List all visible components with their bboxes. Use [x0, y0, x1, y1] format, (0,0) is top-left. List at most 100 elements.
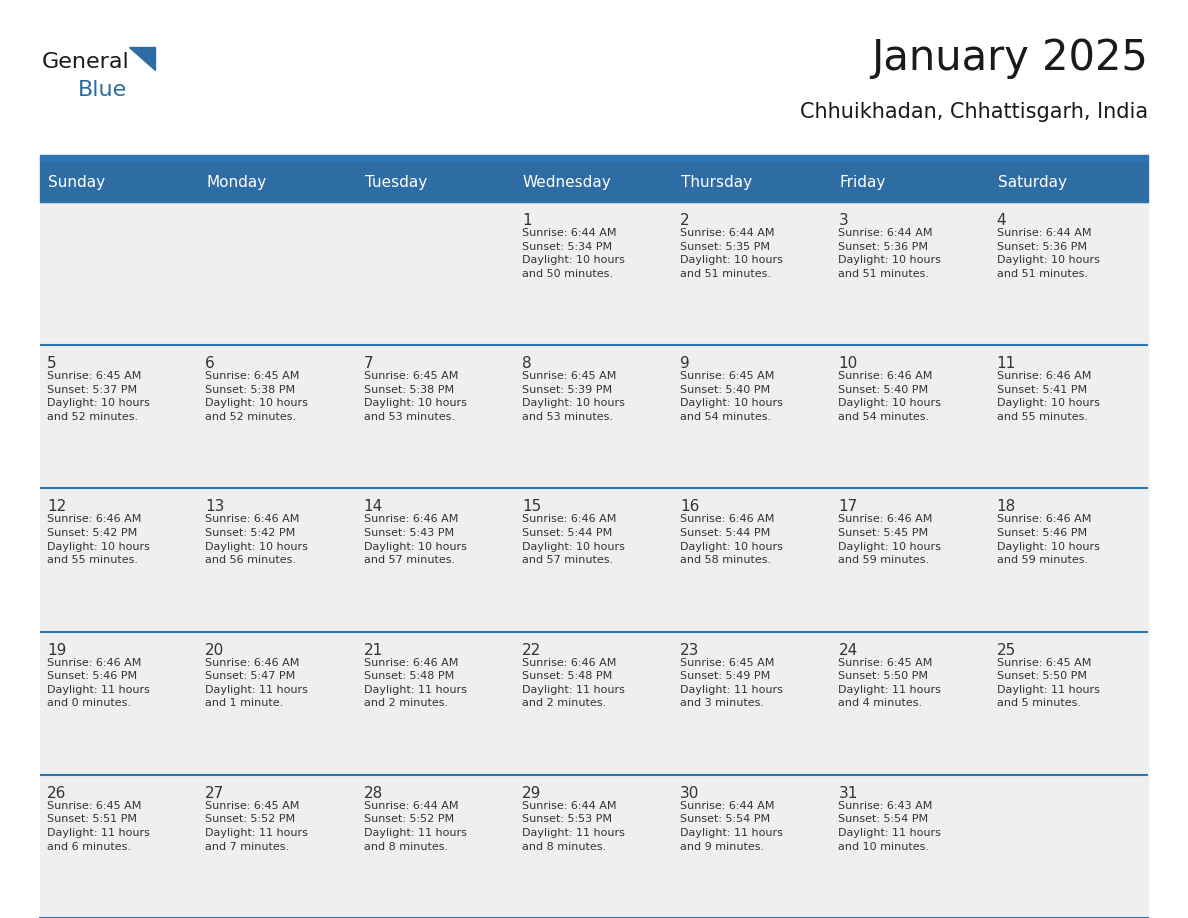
Text: Sunrise: 6:46 AM
Sunset: 5:40 PM
Daylight: 10 hours
and 54 minutes.: Sunrise: 6:46 AM Sunset: 5:40 PM Dayligh…	[839, 371, 941, 422]
Text: 31: 31	[839, 786, 858, 800]
Text: Sunrise: 6:45 AM
Sunset: 5:49 PM
Daylight: 11 hours
and 3 minutes.: Sunrise: 6:45 AM Sunset: 5:49 PM Dayligh…	[681, 657, 783, 709]
Text: 11: 11	[997, 356, 1016, 371]
Text: 17: 17	[839, 499, 858, 514]
Text: 1: 1	[522, 213, 531, 228]
Bar	[990, 775, 1148, 918]
Text: 6: 6	[206, 356, 215, 371]
Text: 21: 21	[364, 643, 383, 657]
Text: 25: 25	[997, 643, 1016, 657]
Text: 22: 22	[522, 643, 541, 657]
Text: Sunrise: 6:44 AM
Sunset: 5:34 PM
Daylight: 10 hours
and 50 minutes.: Sunrise: 6:44 AM Sunset: 5:34 PM Dayligh…	[522, 228, 625, 279]
Bar	[832, 202, 990, 345]
Text: Sunrise: 6:46 AM
Sunset: 5:47 PM
Daylight: 11 hours
and 1 minute.: Sunrise: 6:46 AM Sunset: 5:47 PM Dayligh…	[206, 657, 308, 709]
Bar	[356, 775, 514, 918]
Bar	[198, 202, 356, 345]
Text: Blue: Blue	[78, 80, 127, 100]
Text: Sunrise: 6:46 AM
Sunset: 5:45 PM
Daylight: 10 hours
and 59 minutes.: Sunrise: 6:46 AM Sunset: 5:45 PM Dayligh…	[839, 514, 941, 565]
Text: Sunrise: 6:43 AM
Sunset: 5:54 PM
Daylight: 11 hours
and 10 minutes.: Sunrise: 6:43 AM Sunset: 5:54 PM Dayligh…	[839, 800, 941, 852]
Text: 5: 5	[48, 356, 57, 371]
Bar	[514, 632, 674, 775]
Bar	[990, 345, 1148, 488]
Bar	[832, 632, 990, 775]
Bar	[40, 775, 198, 918]
Text: Sunrise: 6:45 AM
Sunset: 5:50 PM
Daylight: 11 hours
and 4 minutes.: Sunrise: 6:45 AM Sunset: 5:50 PM Dayligh…	[839, 657, 941, 709]
Text: 12: 12	[48, 499, 67, 514]
Text: Sunrise: 6:44 AM
Sunset: 5:52 PM
Daylight: 11 hours
and 8 minutes.: Sunrise: 6:44 AM Sunset: 5:52 PM Dayligh…	[364, 800, 467, 852]
Text: Sunrise: 6:45 AM
Sunset: 5:52 PM
Daylight: 11 hours
and 7 minutes.: Sunrise: 6:45 AM Sunset: 5:52 PM Dayligh…	[206, 800, 308, 852]
Bar	[40, 488, 198, 632]
Text: Sunrise: 6:44 AM
Sunset: 5:53 PM
Daylight: 11 hours
and 8 minutes.: Sunrise: 6:44 AM Sunset: 5:53 PM Dayligh…	[522, 800, 625, 852]
Bar	[514, 775, 674, 918]
Bar	[674, 345, 832, 488]
Text: 9: 9	[681, 356, 690, 371]
Text: 27: 27	[206, 786, 225, 800]
Bar	[356, 345, 514, 488]
Text: 18: 18	[997, 499, 1016, 514]
Text: Wednesday: Wednesday	[523, 174, 612, 189]
Text: Sunrise: 6:45 AM
Sunset: 5:39 PM
Daylight: 10 hours
and 53 minutes.: Sunrise: 6:45 AM Sunset: 5:39 PM Dayligh…	[522, 371, 625, 422]
Text: Sunrise: 6:44 AM
Sunset: 5:54 PM
Daylight: 11 hours
and 9 minutes.: Sunrise: 6:44 AM Sunset: 5:54 PM Dayligh…	[681, 800, 783, 852]
Text: 4: 4	[997, 213, 1006, 228]
Text: 19: 19	[48, 643, 67, 657]
Bar	[990, 632, 1148, 775]
Text: Sunrise: 6:46 AM
Sunset: 5:46 PM
Daylight: 10 hours
and 59 minutes.: Sunrise: 6:46 AM Sunset: 5:46 PM Dayligh…	[997, 514, 1100, 565]
Bar	[198, 775, 356, 918]
Bar	[832, 345, 990, 488]
Text: Sunrise: 6:46 AM
Sunset: 5:48 PM
Daylight: 11 hours
and 2 minutes.: Sunrise: 6:46 AM Sunset: 5:48 PM Dayligh…	[522, 657, 625, 709]
Text: 8: 8	[522, 356, 531, 371]
Bar	[990, 202, 1148, 345]
Bar	[832, 775, 990, 918]
Text: Sunrise: 6:45 AM
Sunset: 5:51 PM
Daylight: 11 hours
and 6 minutes.: Sunrise: 6:45 AM Sunset: 5:51 PM Dayligh…	[48, 800, 150, 852]
Text: Tuesday: Tuesday	[365, 174, 426, 189]
Text: 7: 7	[364, 356, 373, 371]
Text: Sunrise: 6:45 AM
Sunset: 5:38 PM
Daylight: 10 hours
and 53 minutes.: Sunrise: 6:45 AM Sunset: 5:38 PM Dayligh…	[364, 371, 467, 422]
Text: 23: 23	[681, 643, 700, 657]
Text: 16: 16	[681, 499, 700, 514]
Text: Monday: Monday	[207, 174, 266, 189]
Bar	[674, 488, 832, 632]
Bar	[514, 488, 674, 632]
Bar	[514, 202, 674, 345]
Text: Friday: Friday	[840, 174, 886, 189]
Bar	[514, 345, 674, 488]
Text: 26: 26	[48, 786, 67, 800]
Text: Sunrise: 6:46 AM
Sunset: 5:41 PM
Daylight: 10 hours
and 55 minutes.: Sunrise: 6:46 AM Sunset: 5:41 PM Dayligh…	[997, 371, 1100, 422]
Bar	[198, 488, 356, 632]
Text: Sunrise: 6:45 AM
Sunset: 5:50 PM
Daylight: 11 hours
and 5 minutes.: Sunrise: 6:45 AM Sunset: 5:50 PM Dayligh…	[997, 657, 1100, 709]
Bar	[674, 202, 832, 345]
Bar	[356, 488, 514, 632]
Bar	[356, 202, 514, 345]
Text: Sunrise: 6:46 AM
Sunset: 5:44 PM
Daylight: 10 hours
and 57 minutes.: Sunrise: 6:46 AM Sunset: 5:44 PM Dayligh…	[522, 514, 625, 565]
Text: Sunrise: 6:46 AM
Sunset: 5:48 PM
Daylight: 11 hours
and 2 minutes.: Sunrise: 6:46 AM Sunset: 5:48 PM Dayligh…	[364, 657, 467, 709]
Text: 14: 14	[364, 499, 383, 514]
Text: Sunrise: 6:46 AM
Sunset: 5:43 PM
Daylight: 10 hours
and 57 minutes.: Sunrise: 6:46 AM Sunset: 5:43 PM Dayligh…	[364, 514, 467, 565]
Bar	[40, 345, 198, 488]
Text: 3: 3	[839, 213, 848, 228]
Text: Sunday: Sunday	[48, 174, 105, 189]
Bar	[40, 162, 1148, 202]
Text: Thursday: Thursday	[681, 174, 752, 189]
Bar	[674, 632, 832, 775]
Text: Sunrise: 6:45 AM
Sunset: 5:40 PM
Daylight: 10 hours
and 54 minutes.: Sunrise: 6:45 AM Sunset: 5:40 PM Dayligh…	[681, 371, 783, 422]
Text: 2: 2	[681, 213, 690, 228]
Text: Chhuikhadan, Chhattisgarh, India: Chhuikhadan, Chhattisgarh, India	[800, 102, 1148, 122]
Bar	[198, 632, 356, 775]
Text: Saturday: Saturday	[998, 174, 1067, 189]
Polygon shape	[129, 47, 154, 70]
Text: 28: 28	[364, 786, 383, 800]
Text: Sunrise: 6:44 AM
Sunset: 5:35 PM
Daylight: 10 hours
and 51 minutes.: Sunrise: 6:44 AM Sunset: 5:35 PM Dayligh…	[681, 228, 783, 279]
Text: Sunrise: 6:46 AM
Sunset: 5:42 PM
Daylight: 10 hours
and 56 minutes.: Sunrise: 6:46 AM Sunset: 5:42 PM Dayligh…	[206, 514, 308, 565]
Bar	[198, 345, 356, 488]
Bar	[832, 488, 990, 632]
Text: Sunrise: 6:46 AM
Sunset: 5:46 PM
Daylight: 11 hours
and 0 minutes.: Sunrise: 6:46 AM Sunset: 5:46 PM Dayligh…	[48, 657, 150, 709]
Text: 20: 20	[206, 643, 225, 657]
Bar	[990, 488, 1148, 632]
Text: 30: 30	[681, 786, 700, 800]
Text: 29: 29	[522, 786, 542, 800]
Text: Sunrise: 6:44 AM
Sunset: 5:36 PM
Daylight: 10 hours
and 51 minutes.: Sunrise: 6:44 AM Sunset: 5:36 PM Dayligh…	[839, 228, 941, 279]
Text: 15: 15	[522, 499, 541, 514]
Text: Sunrise: 6:46 AM
Sunset: 5:42 PM
Daylight: 10 hours
and 55 minutes.: Sunrise: 6:46 AM Sunset: 5:42 PM Dayligh…	[48, 514, 150, 565]
Text: 24: 24	[839, 643, 858, 657]
Text: Sunrise: 6:45 AM
Sunset: 5:37 PM
Daylight: 10 hours
and 52 minutes.: Sunrise: 6:45 AM Sunset: 5:37 PM Dayligh…	[48, 371, 150, 422]
Bar	[674, 775, 832, 918]
